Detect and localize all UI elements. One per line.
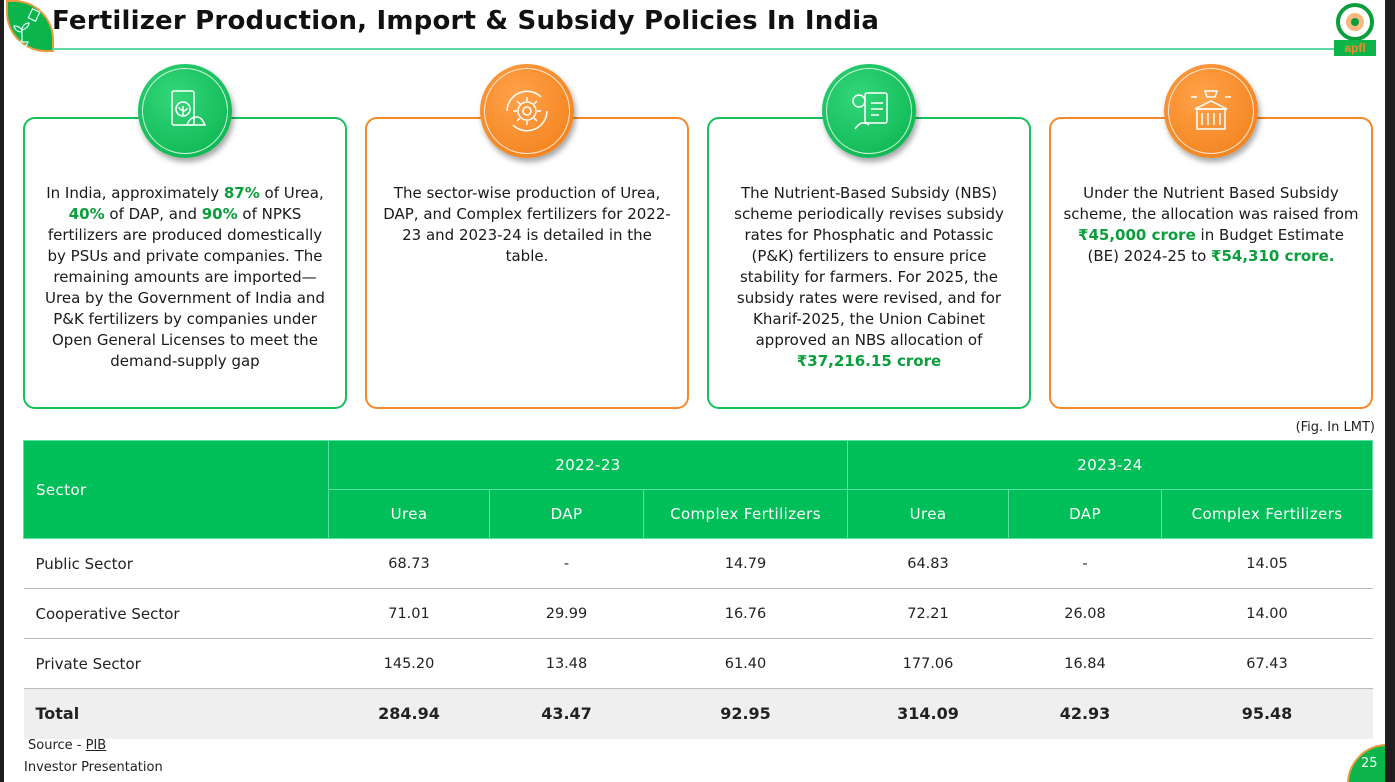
info-card: The Nutrient-Based Subsidy (NBS) scheme …: [707, 117, 1031, 409]
source-link[interactable]: PIB: [85, 738, 107, 753]
table-cell: 71.01: [328, 588, 490, 639]
table-cell: 95.48: [1161, 688, 1373, 739]
column-header: Urea: [328, 489, 490, 539]
text-segment: Under the Nutrient Based Subsidy scheme,…: [1063, 184, 1359, 223]
text-segment: of Urea,: [259, 184, 324, 202]
table-cell: 145.20: [328, 638, 490, 689]
table-cell: -: [1008, 538, 1162, 589]
text-segment: in Budget Estimate (BE) 2024-25 to: [1087, 226, 1344, 265]
text-segment: The sector-wise production of Urea, DAP,…: [383, 184, 671, 265]
page-title: Fertilizer Production, Import & Subsidy …: [52, 6, 880, 36]
table-cell: 284.94: [328, 688, 490, 739]
text-segment: of DAP, and: [104, 205, 202, 223]
table-cell: 177.06: [847, 638, 1009, 689]
row-label: Cooperative Sector: [23, 588, 329, 639]
production-table: Sector 2022-23 2023-24 Urea DAP Complex …: [23, 440, 1373, 739]
row-label: Total: [23, 688, 329, 739]
year-header: 2022-23: [328, 440, 848, 490]
table-row: Public Sector 68.73-14.79 64.83-14.05: [23, 538, 1373, 589]
card-text: The sector-wise production of Urea, DAP,…: [379, 183, 675, 267]
highlight-value: 40%: [68, 205, 105, 223]
info-card: In India, approximately 87% of Urea, 40%…: [23, 117, 347, 409]
gear-cycle-icon: [480, 64, 574, 158]
table-cell: 29.99: [489, 588, 644, 639]
highlight-value: 90%: [201, 205, 238, 223]
card-text: The Nutrient-Based Subsidy (NBS) scheme …: [721, 183, 1017, 372]
svg-text:apfl: apfl: [1344, 41, 1365, 55]
column-header: DAP: [489, 489, 644, 539]
table-cell: 68.73: [328, 538, 490, 589]
slide: Fertilizer Production, Import & Subsidy …: [4, 0, 1385, 782]
row-label: Private Sector: [23, 638, 329, 689]
highlight-value: ₹37,216.15 crore: [796, 352, 942, 370]
column-header: DAP: [1008, 489, 1162, 539]
sector-header: Sector: [23, 440, 329, 539]
table-cell: -: [489, 538, 644, 589]
column-header: Urea: [847, 489, 1009, 539]
table-cell: 72.21: [847, 588, 1009, 639]
info-card: The sector-wise production of Urea, DAP,…: [365, 117, 689, 409]
footer-text: Investor Presentation: [24, 760, 163, 775]
text-segment: The Nutrient-Based Subsidy (NBS) scheme …: [734, 184, 1004, 349]
title-divider: [52, 48, 1338, 50]
table-cell: 13.48: [489, 638, 644, 689]
company-logo: apfl: [1330, 2, 1380, 62]
table-row: Cooperative Sector 71.01 29.99 16.76 72.21 26…: [23, 588, 1373, 639]
card-text: In India, approximately 87% of Urea, 40%…: [37, 183, 333, 372]
table-cell: 14.00: [1161, 588, 1373, 639]
column-header: Complex Fertilizers: [1161, 489, 1373, 539]
table-cell: 67.43: [1161, 638, 1373, 689]
total-row: Total 284.94 43.47 92.95 314.09 42.93 95.48: [23, 688, 1373, 739]
table-cell: 43.47: [489, 688, 644, 739]
table-cell: 14.05: [1161, 538, 1373, 589]
card-text: Under the Nutrient Based Subsidy scheme,…: [1063, 183, 1359, 267]
table-row: Private Sector 145.20 13.48 61.40 177.06 16.8…: [23, 638, 1373, 689]
table-cell: 314.09: [847, 688, 1009, 739]
table-cell: 92.95: [643, 688, 848, 739]
table-cell: 42.93: [1008, 688, 1162, 739]
plant-leaf-icon: [6, 0, 54, 52]
fertilizer-bag-icon: [138, 64, 232, 158]
page-number: 25: [1347, 744, 1385, 782]
text-segment: In India, approximately: [46, 184, 224, 202]
government-funds-icon: [1164, 64, 1258, 158]
table-cell: 16.84: [1008, 638, 1162, 689]
table-cell: 64.83: [847, 538, 1009, 589]
text-segment: of NPKS fertilizers are produced domesti…: [45, 205, 325, 370]
column-header: Complex Fertilizers: [643, 489, 848, 539]
table-cell: 26.08: [1008, 588, 1162, 639]
table-cell: 14.79: [643, 538, 848, 589]
row-label: Public Sector: [23, 538, 329, 589]
source-note: Source - PIB: [28, 738, 106, 753]
highlight-value: ₹45,000 crore: [1078, 226, 1196, 244]
highlight-value: 87%: [223, 184, 260, 202]
unit-note: (Fig. In LMT): [1295, 420, 1375, 435]
highlight-value: ₹54,310 crore.: [1211, 247, 1335, 265]
policy-document-icon: [822, 64, 916, 158]
year-header: 2023-24: [847, 440, 1373, 490]
table-cell: 61.40: [643, 638, 848, 689]
source-label: Source -: [28, 738, 86, 753]
table-cell: 16.76: [643, 588, 848, 639]
info-card: Under the Nutrient Based Subsidy scheme,…: [1049, 117, 1373, 409]
